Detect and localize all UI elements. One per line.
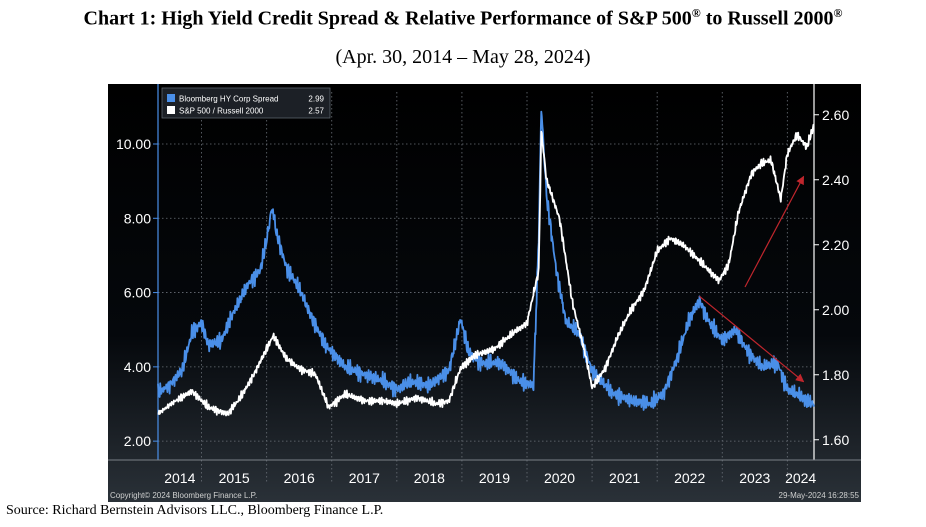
- x-tick-label: 2024: [785, 470, 816, 486]
- legend-label: Bloomberg HY Corp Spread: [179, 95, 278, 104]
- x-tick-label: 2023: [739, 470, 770, 486]
- plot-area: [157, 110, 815, 417]
- x-tick-label: 2015: [219, 470, 250, 486]
- trend-arrow-down: [699, 295, 805, 383]
- source-note: Source: Richard Bernstein Advisors LLC.,…: [6, 503, 384, 518]
- right-tick-label: 2.40: [822, 172, 849, 188]
- right-tick-label: 1.80: [822, 367, 849, 383]
- legend-swatch: [167, 106, 175, 114]
- x-tick-label: 2019: [479, 470, 510, 486]
- timestamp-text: 29-May-2024 16:28:55: [779, 491, 860, 500]
- chart-panel: 2.00 4.00 6.00 8.00 10.00 1.60 1.80 2.00 2.20 2.4…: [108, 84, 861, 502]
- series-line-spx-rty-ratio: [157, 123, 815, 417]
- chart-subtitle: (Apr. 30, 2014 – May 28, 2024): [335, 46, 591, 68]
- legend-swatch: [167, 94, 175, 102]
- x-tick-label: 2018: [414, 470, 445, 486]
- legend-label: S&P 500 / Russell 2000: [179, 107, 264, 116]
- legend-last-value: 2.99: [308, 95, 324, 104]
- x-tick-label: 2014: [164, 470, 195, 486]
- title-main: Chart 1: High Yield Credit Spread & Rela…: [83, 7, 692, 30]
- left-tick-label: 4.00: [124, 359, 151, 375]
- right-tick-label: 1.60: [822, 432, 849, 448]
- x-tick-label: 2020: [544, 470, 575, 486]
- title-mid: to Russell 2000: [700, 7, 834, 30]
- registered-mark-2: ®: [833, 6, 843, 20]
- x-tick-label: 2016: [284, 470, 315, 486]
- x-tick-label: 2021: [609, 470, 640, 486]
- chart-background: [108, 84, 861, 502]
- chart-title: Chart 1: High Yield Credit Spread & Rela…: [0, 6, 926, 31]
- right-tick-label: 2.20: [822, 237, 849, 253]
- copyright-text: Copyright© 2024 Bloomberg Finance L.P.: [110, 491, 257, 500]
- trend-arrow-up: [744, 175, 805, 288]
- legend-last-value: 2.57: [308, 107, 324, 116]
- left-tick-label: 2.00: [124, 433, 151, 449]
- right-tick-label: 2.60: [822, 107, 849, 123]
- left-tick-label: 6.00: [124, 285, 151, 301]
- left-tick-label: 8.00: [124, 210, 151, 226]
- right-tick-label: 2.00: [822, 302, 849, 318]
- chart-svg: 2.00 4.00 6.00 8.00 10.00 1.60 1.80 2.00 2.20 2.4…: [108, 84, 861, 502]
- left-tick-label: 10.00: [116, 136, 151, 152]
- legend-box: [161, 87, 331, 119]
- series-line-hy-spread: [157, 110, 815, 411]
- x-tick-label: 2017: [349, 470, 380, 486]
- registered-mark-1: ®: [691, 6, 701, 20]
- legend: Bloomberg HY Corp Spread 2.99 S&P 500 / Ru…: [161, 87, 331, 119]
- x-tick-label: 2022: [674, 470, 705, 486]
- axes: 2.00 4.00 6.00 8.00 10.00 1.60 1.80 2.00 2.20 2.4…: [108, 84, 861, 486]
